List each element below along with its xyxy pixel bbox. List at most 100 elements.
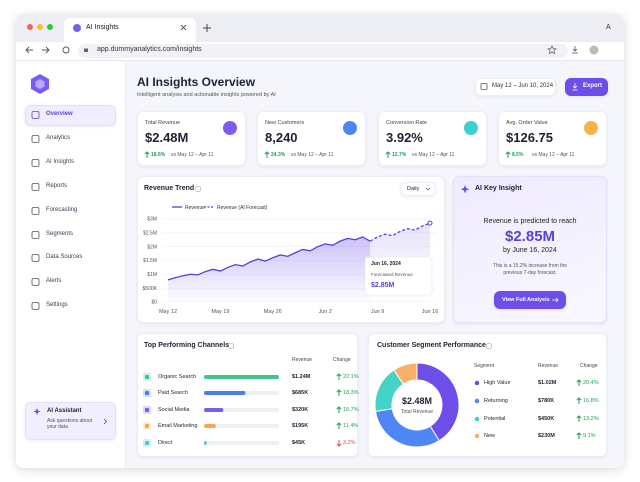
export-button[interactable]	[565, 78, 608, 96]
assistant-box[interactable]	[25, 402, 116, 440]
tab-title: AI Insights	[86, 23, 119, 31]
channel-revenue: $1.24M	[292, 373, 311, 380]
nav-item: Overview	[46, 111, 73, 118]
channel-icon-dot	[145, 375, 149, 379]
kpi-change: 8.5%	[512, 152, 524, 158]
new-tab	[203, 24, 211, 32]
window-control	[47, 24, 53, 30]
y-tick-label: $2M	[147, 244, 157, 250]
x-tick-label: May 26	[264, 309, 282, 315]
window-control	[27, 24, 33, 30]
insight-note: This is a 15.2% increase from the previo…	[492, 263, 568, 276]
kpi-value: 8,240	[265, 130, 298, 146]
kpi-icon	[343, 121, 357, 135]
trend-arrow	[576, 397, 582, 404]
assistant-chevron	[103, 418, 108, 425]
date-range-button[interactable]	[475, 78, 556, 96]
trend-arrow	[336, 422, 342, 429]
export-icon	[572, 83, 578, 91]
nav-icon	[31, 231, 40, 239]
segment-revenue: $450K	[538, 415, 555, 422]
bar-track	[204, 424, 279, 428]
kpi-label: Conversion Rate	[386, 119, 427, 126]
lock	[84, 48, 88, 52]
nav-icon	[31, 254, 40, 262]
channel-revenue: $45K	[292, 439, 306, 446]
nav-item: Alerts	[46, 278, 62, 285]
segments-title: Customer Segment Performance	[377, 341, 486, 349]
sparkle-icon	[460, 185, 470, 194]
channel-name: Paid Search	[158, 389, 188, 396]
segment-dot	[474, 433, 480, 439]
nav-item: Forecasting	[46, 207, 78, 214]
bar-track	[204, 441, 279, 445]
tab[interactable]	[64, 18, 196, 42]
channel-bar	[204, 441, 207, 445]
kpi-change: 12.7%	[392, 152, 407, 158]
column-header: Revenue	[292, 357, 313, 363]
profile: A	[606, 23, 611, 31]
channel-name: Social Media	[158, 406, 190, 413]
chart-title: Revenue Trend	[144, 184, 195, 192]
export-label: Export	[583, 83, 603, 90]
segment-name: New	[484, 432, 496, 439]
series-line	[369, 222, 431, 242]
tooltip-title: Jun 16, 2024	[371, 261, 401, 267]
y-tick-label: $500K	[143, 286, 158, 292]
assistant-title: AI Assistant	[47, 408, 82, 415]
nav-forward	[42, 46, 50, 54]
nav-icon	[31, 111, 40, 119]
nav-back	[25, 46, 33, 54]
segment-revenue: $1.02M	[538, 379, 557, 386]
nav-item: AI Insights	[46, 159, 75, 166]
legend-label: Revenue (AI Forecast)	[217, 205, 268, 211]
kpi-label: New Customers	[265, 119, 305, 126]
channel-change: 11.4%	[343, 422, 359, 429]
bookmark	[547, 45, 557, 55]
channel-icon-dot	[145, 441, 149, 445]
segment-change: 16.8%	[583, 397, 599, 404]
donut-total-label: Total Revenue	[401, 409, 433, 415]
column-header: Revenue	[538, 363, 559, 369]
url: app.dummyanalytics.com/insights	[97, 46, 202, 54]
channel-bar	[204, 391, 246, 395]
kpi-icon	[223, 121, 237, 135]
nav-active[interactable]	[25, 105, 116, 126]
kpi-card	[137, 111, 246, 166]
info-icon	[227, 342, 235, 350]
kpi-value: $2.48M	[145, 130, 189, 146]
highlight-point	[427, 220, 433, 226]
tooltip-value: $2.85M	[371, 282, 395, 289]
kpi-value: 3.92%	[386, 130, 423, 146]
kpi-card	[257, 111, 366, 166]
insight-lead: Revenue is predicted to reach	[483, 217, 577, 225]
period-select[interactable]	[400, 182, 436, 196]
donut-segment	[393, 362, 418, 385]
x-tick-label: May 12	[159, 309, 177, 315]
info-icon	[194, 185, 202, 193]
segment-revenue: $780K	[538, 397, 555, 404]
x-tick-label: Jun 9	[371, 309, 384, 315]
tooltip-label: Forecasted Revenue	[371, 272, 413, 277]
kpi-change: 18.6%	[151, 152, 166, 158]
page-title: AI Insights Overview	[137, 74, 256, 89]
x-tick-label: Jun 2	[318, 309, 331, 315]
donut-segment	[416, 362, 460, 442]
insight-button[interactable]	[494, 291, 566, 309]
trend-arrow	[264, 151, 270, 158]
tooltip	[364, 256, 433, 296]
channels-title: Top Performing Channels	[144, 341, 230, 349]
tab-icon	[73, 24, 81, 32]
channel-change: 18.3%	[343, 389, 359, 396]
channel-bar	[204, 424, 216, 428]
avatar	[589, 45, 599, 55]
segment-revenue: $230M	[538, 432, 555, 439]
channel-bar	[204, 375, 279, 379]
nav-item: Reports	[46, 183, 68, 190]
window-control	[37, 24, 43, 30]
insight-button-label: View Full Analysis	[502, 296, 550, 303]
legend-label: Revenue	[185, 205, 205, 211]
url-field[interactable]	[78, 44, 568, 58]
